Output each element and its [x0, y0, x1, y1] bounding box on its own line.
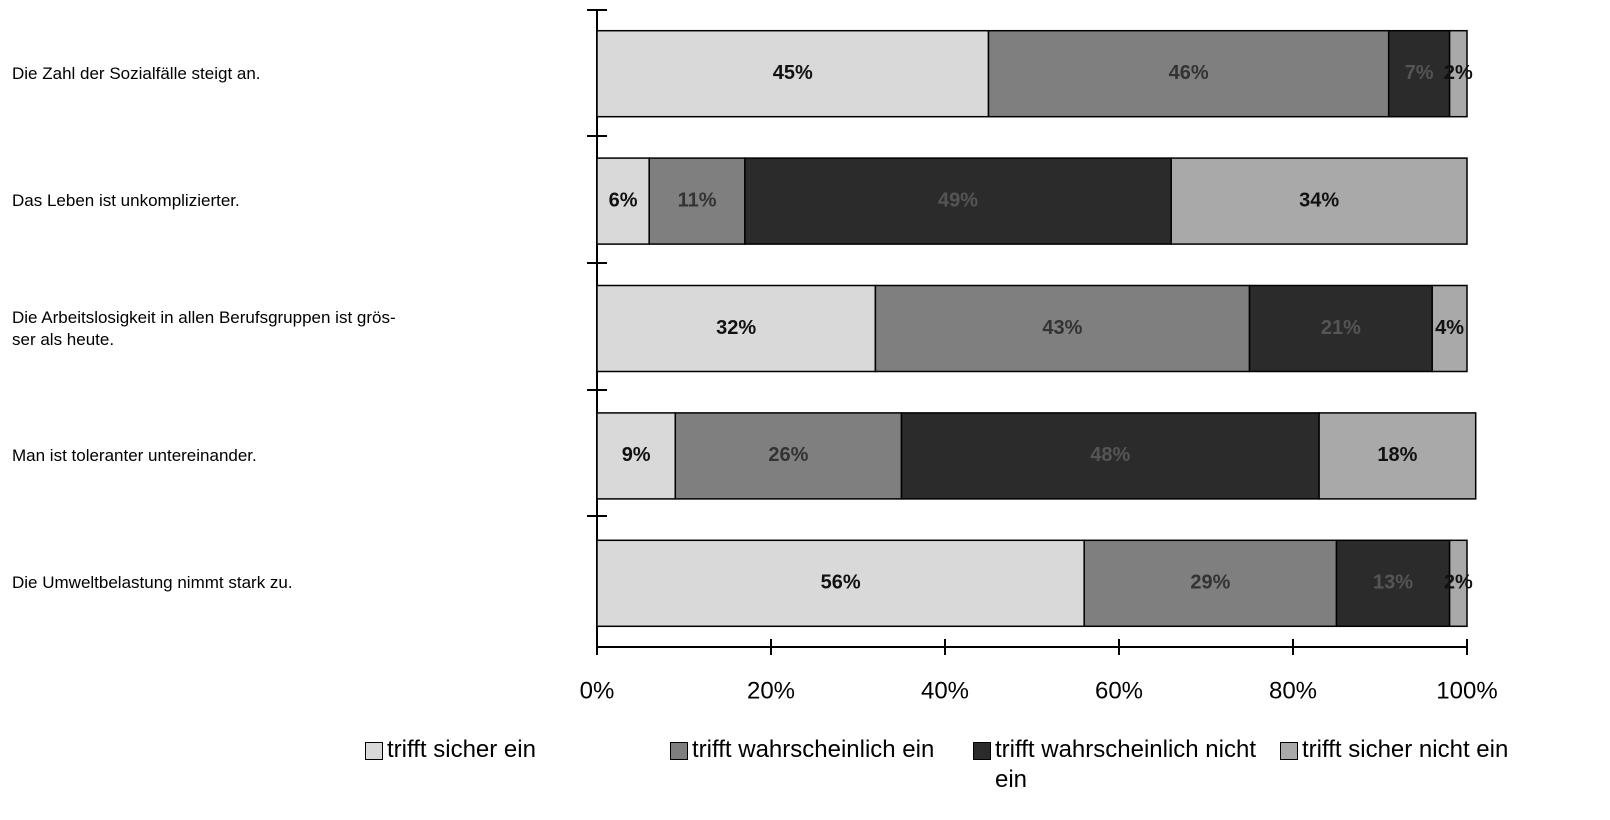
- bar-segment: [874, 284, 1251, 373]
- bar-segment: [1170, 157, 1468, 245]
- x-tick-label: 20%: [747, 677, 795, 704]
- value-label: 18%: [1377, 444, 1417, 466]
- value-label: 2%: [1444, 62, 1473, 84]
- value-label: 21%: [1321, 317, 1361, 339]
- legend-label: trifft sicher nicht ein: [1302, 736, 1509, 763]
- value-label: 43%: [1042, 317, 1082, 339]
- bar-segment: [1431, 284, 1468, 373]
- x-tick-label: 0%: [580, 677, 615, 704]
- legend-label: trifft sicher ein: [387, 736, 536, 763]
- bar-segment: [1448, 29, 1468, 118]
- bar-segment: [596, 539, 1085, 628]
- value-label: 4%: [1435, 317, 1464, 339]
- bar-segment: [1083, 539, 1338, 628]
- legend-item: trifft sicher nicht ein: [1280, 735, 1508, 765]
- bar-segment: [1248, 284, 1433, 373]
- value-label: 26%: [768, 444, 808, 466]
- legend-swatch: [670, 742, 688, 760]
- value-label: 13%: [1373, 572, 1413, 594]
- legend-item: trifft wahrscheinlich nicht ein: [973, 735, 1260, 795]
- legend-item: trifft wahrscheinlich ein: [670, 735, 957, 765]
- bar-segment: [1387, 29, 1451, 118]
- value-label: 6%: [609, 189, 638, 211]
- bar-segment: [744, 157, 1172, 245]
- category-label: Das Leben ist unkomplizierter.: [12, 191, 240, 211]
- bar-segment: [596, 29, 990, 118]
- category-label: Die Arbeitslosigkeit in allen Berufsgrup…: [12, 307, 396, 349]
- category-label: Die Zahl der Sozialfälle steigt an.: [12, 63, 261, 83]
- value-label: 56%: [821, 572, 861, 594]
- value-label: 48%: [1090, 444, 1130, 466]
- category-ticks: [587, 9, 607, 517]
- x-tick-label: 100%: [1436, 677, 1497, 704]
- legend-swatch: [365, 742, 383, 760]
- value-label: 29%: [1190, 572, 1230, 594]
- x-tick-label: 80%: [1269, 677, 1317, 704]
- value-label: 11%: [678, 189, 717, 211]
- legend-label: trifft wahrscheinlich ein: [692, 736, 935, 763]
- bar-segment: [648, 157, 746, 245]
- value-label: 7%: [1405, 62, 1434, 84]
- legend-item: trifft sicher ein: [365, 735, 536, 765]
- bar-segment: [1318, 412, 1477, 500]
- value-label: 45%: [773, 62, 813, 84]
- value-label: 49%: [938, 189, 978, 211]
- bar-segment: [987, 29, 1390, 118]
- value-label: 34%: [1299, 189, 1339, 211]
- legend-label: trifft wahrscheinlich nicht ein: [995, 736, 1256, 793]
- bar-segment: [1335, 539, 1451, 628]
- bar-segment: [1448, 539, 1468, 628]
- bar-segment: [596, 284, 877, 373]
- x-tick-label: 60%: [1095, 677, 1143, 704]
- legend-swatch: [1280, 742, 1298, 760]
- x-tick-label: 40%: [921, 677, 969, 704]
- value-label: 32%: [716, 317, 756, 339]
- value-label: 9%: [622, 444, 651, 466]
- category-label: Die Umweltbelastung nimmt stark zu.: [12, 573, 293, 593]
- value-label: 2%: [1444, 572, 1473, 594]
- category-label: Man ist toleranter untereinander.: [12, 445, 257, 465]
- legend-swatch: [973, 742, 991, 760]
- bar-segment: [596, 412, 677, 500]
- bar-segment: [674, 412, 903, 500]
- bar-segment: [900, 412, 1320, 500]
- value-label: 46%: [1169, 62, 1209, 84]
